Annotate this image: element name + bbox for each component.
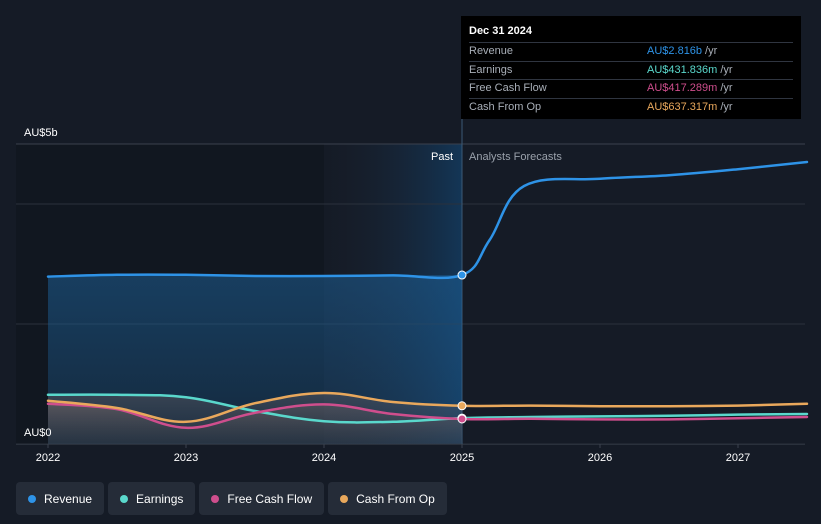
marker-cash-from-op (457, 401, 467, 411)
x-tick-label: 2026 (588, 452, 612, 464)
series-line-free-cash-flow (46, 402, 809, 430)
tooltip-unit: /yr (720, 82, 733, 94)
cash-from-op-dot-icon (340, 494, 349, 503)
tooltip-date: Dec 31 2024 (469, 25, 532, 37)
legend-label: Free Cash Flow (227, 491, 313, 506)
legend-label: Earnings (136, 491, 184, 506)
earnings-dot-icon (120, 494, 129, 503)
legend-item-cash-from-op[interactable]: Cash From Op (328, 482, 447, 515)
legend-item-earnings[interactable]: Earnings (108, 482, 196, 515)
y-axis-bottom-label: AU$0 (24, 427, 52, 439)
legend-item-revenue[interactable]: Revenue (16, 482, 105, 515)
marker-revenue (457, 270, 467, 280)
revenue-dot-icon (28, 494, 36, 503)
legend-item-free-cash-flow[interactable]: Free Cash Flow (199, 482, 325, 515)
tooltip-row-revenue: Revenue AU$2.816b /yr (469, 42, 793, 61)
tooltip-label: Free Cash Flow (469, 82, 547, 94)
tooltip-unit: /yr (720, 63, 733, 76)
legend: Revenue Earnings Free Cash Flow Cash Fro… (16, 482, 447, 515)
legend-label: Cash From Op (356, 491, 435, 506)
past-label: Past (431, 151, 453, 163)
free-cash-flow-dot-icon (211, 494, 220, 503)
forecast-label: Analysts Forecasts (469, 151, 562, 163)
y-axis-top-label: AU$5b (24, 127, 58, 139)
legend-label: Revenue (44, 491, 93, 506)
tooltip-value: AU$2.816b (647, 45, 703, 57)
series-area-cash-from-op (48, 392, 462, 444)
x-tick-label: 2022 (36, 452, 60, 464)
tooltip-row-free-cash-flow: Free Cash Flow AU$417.289m /yr (469, 79, 793, 98)
tooltip-unit: /yr (720, 100, 733, 113)
series-line-cash-from-op (46, 391, 809, 424)
tooltip-row-earnings: Earnings AU$431.836m /yr (469, 60, 793, 80)
tooltip-label: Revenue (469, 45, 514, 57)
tooltip-label: Earnings (469, 63, 513, 76)
tooltip-value: AU$417.289m (647, 82, 718, 94)
x-tick-label: 2024 (312, 452, 336, 464)
tooltip-value: AU$637.317m (647, 100, 718, 113)
x-tick-label: 2027 (726, 452, 750, 464)
x-tick-label: 2025 (450, 452, 474, 464)
tooltip-row-cash-from-op: Cash From Op AU$637.317m /yr (469, 97, 793, 117)
tooltip: Dec 31 2024 Revenue AU$2.816b /yr Earnin… (461, 16, 801, 119)
series-line-earnings (46, 393, 809, 424)
tooltip-label: Cash From Op (469, 100, 542, 113)
x-tick-label: 2023 (174, 452, 198, 464)
tooltip-value: AU$431.836m (647, 63, 718, 76)
tooltip-unit: /yr (705, 45, 718, 57)
marker-free-cash-flow (457, 414, 467, 424)
